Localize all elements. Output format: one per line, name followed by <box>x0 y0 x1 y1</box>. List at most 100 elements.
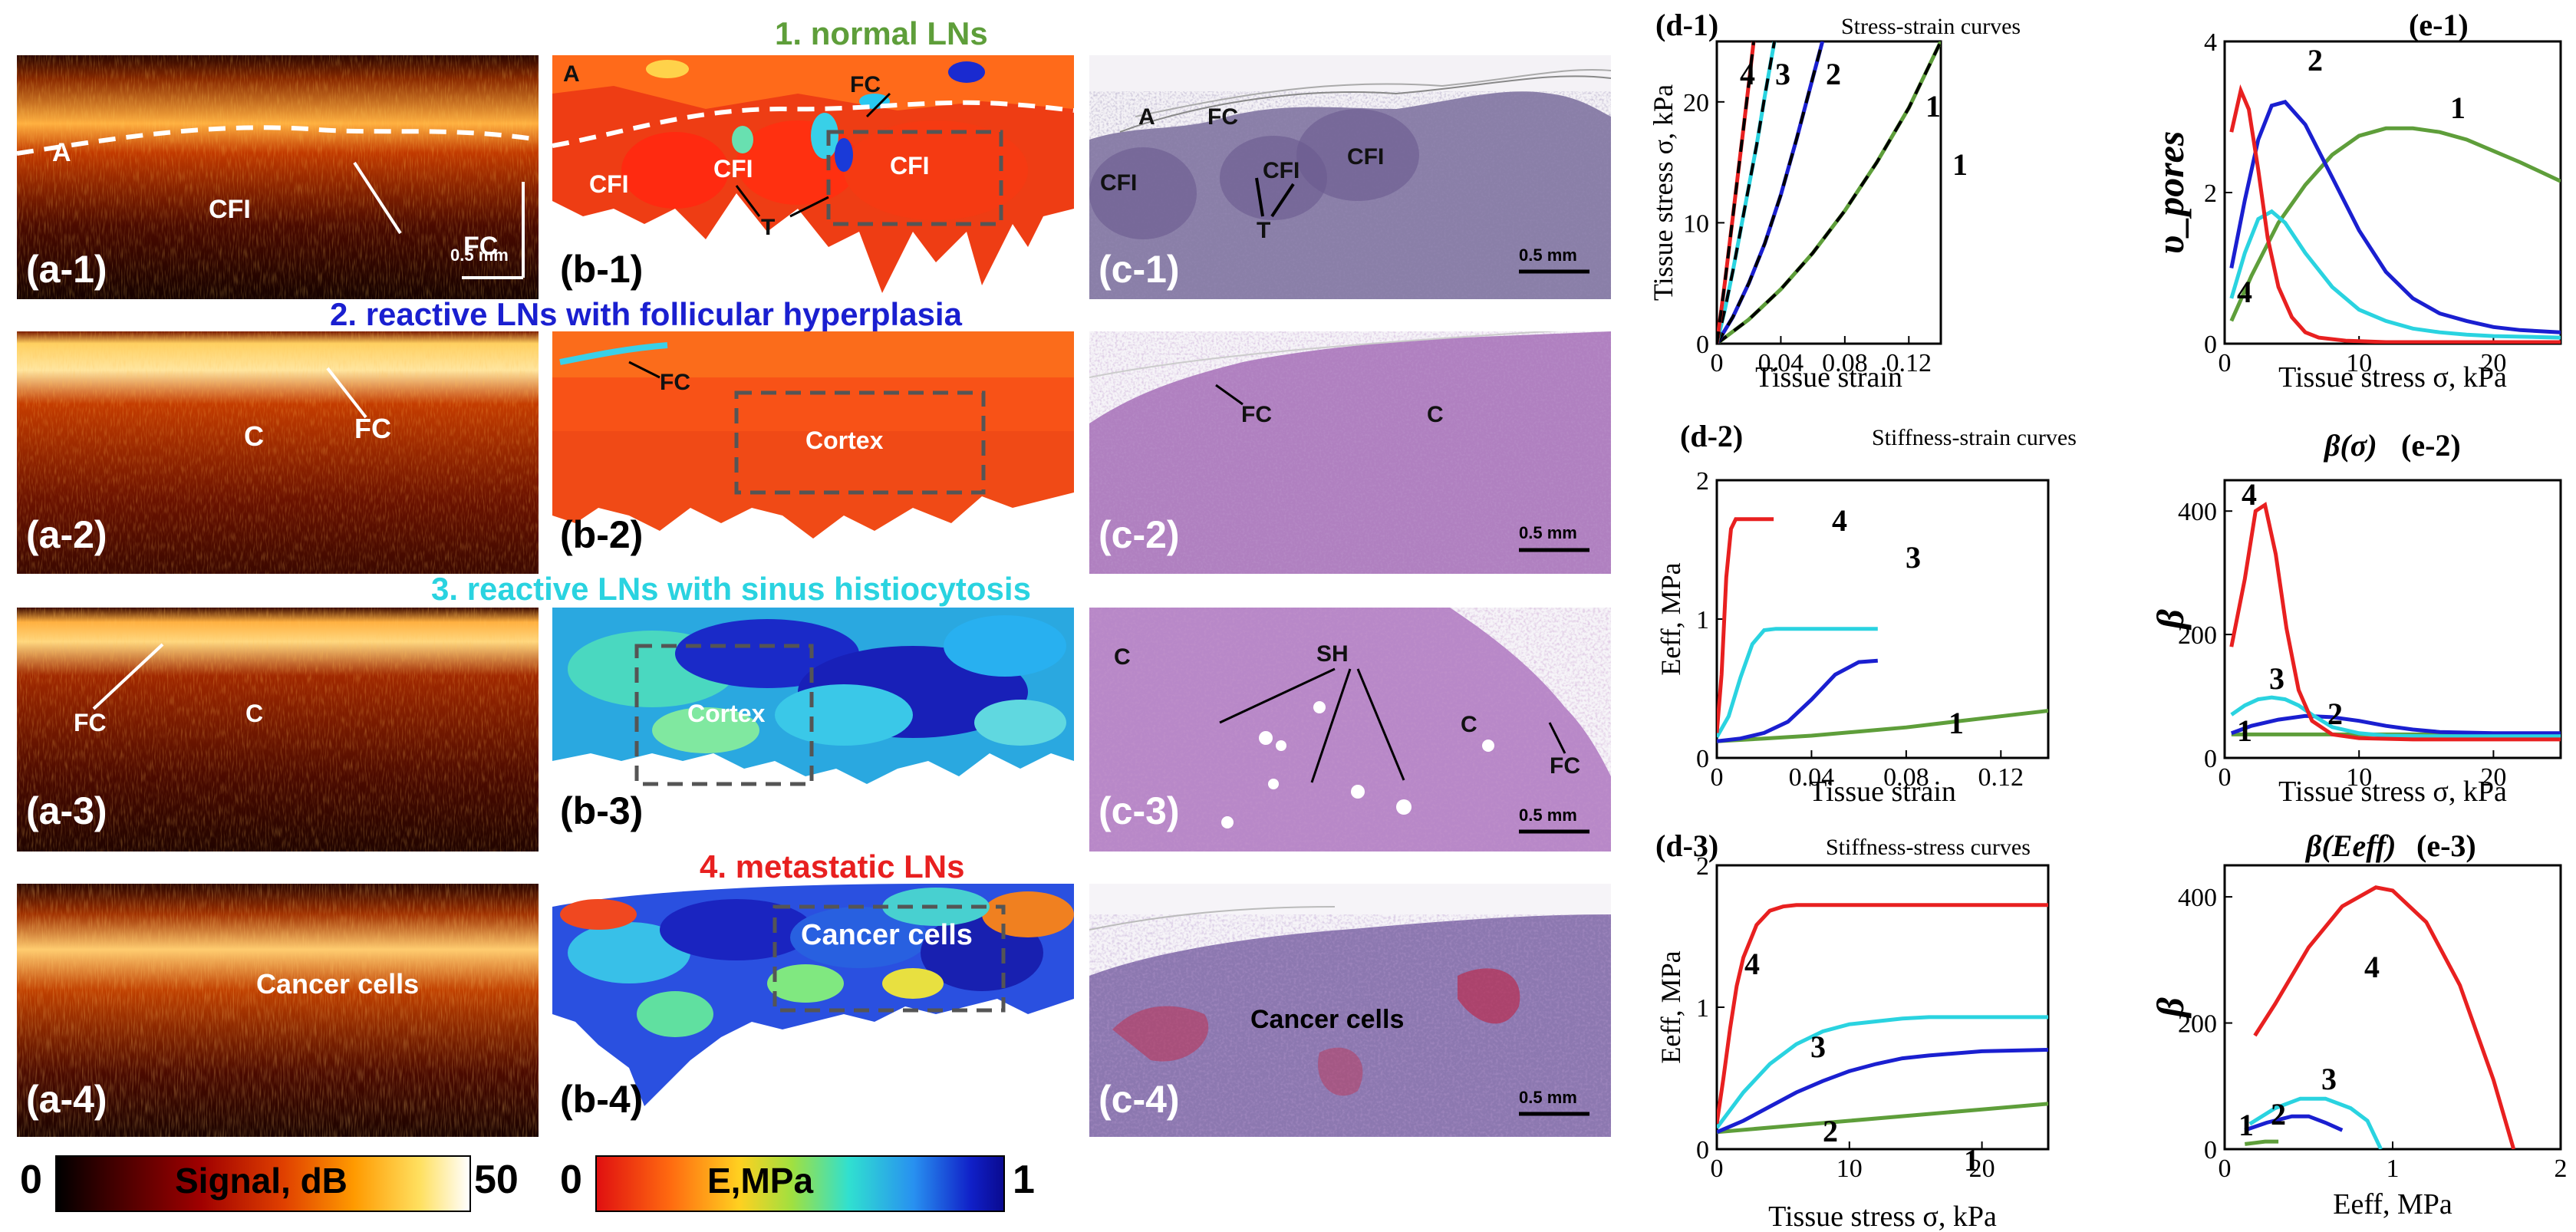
x-tick-label: 0.08 <box>1883 763 1929 792</box>
curve-label-2: 2 <box>2327 697 2343 731</box>
signal-colorbar-title: Signal, dB <box>175 1161 348 1201</box>
y-axis-label: Eeff, MPa <box>1655 950 1686 1063</box>
fit-line-4 <box>1717 41 1755 344</box>
x-tick-label: 0.08 <box>1822 349 1868 377</box>
x-tick-label: 0.04 <box>1758 349 1804 377</box>
y-tick-label: 1 <box>1696 994 1709 1023</box>
x-tick-label: 10 <box>2346 349 2372 377</box>
label-fc: FC <box>1550 753 1580 779</box>
panel-label-a1: (a-1) <box>26 248 107 291</box>
oct-panel-a4: Cancer cells (a-4) <box>17 884 539 1137</box>
series-line-2 <box>2244 1114 2344 1132</box>
panel-label: (e-3) <box>2416 828 2476 863</box>
label-t: T <box>761 215 776 240</box>
modulus-colorbar-min: 0 <box>560 1158 582 1202</box>
histo-panel-c3: C SH C FC 0.5 mm (c-3) <box>1089 608 1611 852</box>
panel-label-a3: (a-3) <box>26 789 107 832</box>
curve-label-3: 3 <box>1810 1029 1826 1064</box>
panel-label: (e-2) <box>2401 428 2461 463</box>
label-fc: FC <box>1241 402 1272 427</box>
panel-label: (d-2) <box>1680 419 1743 453</box>
curve-label-1: 1 <box>2237 713 2252 748</box>
arrow <box>353 161 402 235</box>
y-tick-label: 400 <box>2178 884 2217 912</box>
elasto-panel-b2: FC Cortex (b-2) <box>552 331 1074 574</box>
series-line-4 <box>1717 903 2048 1125</box>
chart-d1: 0 0.04 0.08 0.12 0 10 20 11 2 34 (d-1) Stress-strai… <box>1649 8 2021 394</box>
elasto-image-b1 <box>552 55 1074 293</box>
histo-image-c1 <box>1089 69 1611 299</box>
series-line-2 <box>2229 99 2561 334</box>
label-c: C <box>1461 712 1477 737</box>
elasto-panel-b3: Cortex (b-3) <box>552 608 1074 852</box>
modulus-colorbar-max: 1 <box>1013 1158 1035 1202</box>
series-line-3 <box>1717 627 1878 739</box>
curve-label-4: 4 <box>2237 275 2252 309</box>
oct-panel-a1: A CFI FC 0.5 mm (a-1) <box>17 55 539 299</box>
oct-panel-a3: FC C (a-3) <box>17 608 539 852</box>
curve-label-2: 2 <box>1826 57 1841 91</box>
scale-bar-label: 0.5 mm <box>450 245 509 265</box>
chart-d2: 0 0.04 0.08 0.12 0 1 2 1 3 4 (d-2) Stiffness-strain… <box>1655 419 2077 808</box>
y-tick-label: 4 <box>2204 28 2217 57</box>
x-tick-label: 20 <box>1969 1155 1995 1183</box>
y-tick-label: 0 <box>2204 331 2217 359</box>
series-line-3 <box>2230 695 2561 739</box>
panel-label: (e-1) <box>2409 8 2469 42</box>
label-c: C <box>245 700 264 727</box>
series-line-4 <box>2253 885 2516 1149</box>
group-title-metastatic: 4. metastatic LNs <box>700 848 965 884</box>
y-tick-label: 2 <box>1696 852 1709 881</box>
scale-bar-label: 0.5 mm <box>1519 1088 1577 1107</box>
curve-label-4: 4 <box>1832 503 1847 538</box>
panel-label-b2: (b-2) <box>560 513 644 556</box>
series-line-1 <box>1717 709 2048 743</box>
label-c: C <box>244 420 264 452</box>
label-cfi: CFI <box>589 170 629 198</box>
x-axis-label: Tissue stress σ, kPa <box>2278 361 2507 394</box>
series-line-4 <box>2229 84 2561 344</box>
y-tick-label: 10 <box>1683 209 1709 238</box>
oct-panel-a2: C FC (a-2) <box>17 331 539 574</box>
curve-label-1: 1 <box>1964 1143 1979 1178</box>
label-cortex: Cortex <box>805 427 884 454</box>
curve-label-1: 1 <box>2238 1108 2254 1142</box>
x-axis-label: Tissue stress σ, kPa <box>1768 1201 1997 1230</box>
chart-title: β(σ) <box>2323 428 2377 463</box>
modulus-colorbar <box>595 1155 1005 1212</box>
histo-panel-c1: A FC CFI CFI CFI T 0.5 mm (c-1) <box>1089 55 1611 299</box>
curve-label-2: 2 <box>2308 43 2323 77</box>
x-tick-label: 20 <box>2480 763 2506 792</box>
label-fc: FC <box>74 709 107 736</box>
curve-label-3: 3 <box>1775 57 1790 91</box>
y-tick-label: 200 <box>2178 1010 2217 1039</box>
label-fc: FC <box>850 72 881 97</box>
label-cancer-cells: Cancer cells <box>256 968 420 1000</box>
x-axis-label: Tissue strain <box>1809 776 1956 808</box>
signal-colorbar-min: 0 <box>20 1158 42 1202</box>
label-fc: FC <box>463 232 499 261</box>
oct-image-a1 <box>17 55 539 299</box>
x-tick-label: 0.04 <box>1789 763 1835 792</box>
y-tick-label: 0 <box>2204 745 2217 773</box>
curve-label-3: 3 <box>2321 1062 2337 1096</box>
histo-panel-c4: Cancer cells 0.5 mm (c-4) <box>1089 884 1611 1137</box>
y-axis-label: υ_pores <box>2149 131 2192 255</box>
label-a: A <box>1138 104 1155 130</box>
x-tick-label: 0.12 <box>1886 349 1932 377</box>
x-tick-label: 2 <box>2555 1155 2568 1183</box>
x-tick-label: 0 <box>2219 1155 2232 1183</box>
x-axis-label: Tissue stress σ, kPa <box>2278 776 2507 808</box>
label-cortex: Cortex <box>687 700 766 727</box>
panel-label: (d-3) <box>1655 828 1718 863</box>
label-cfi: CFI <box>1347 144 1385 170</box>
label-c: C <box>1114 644 1131 670</box>
label-cfi: CFI <box>890 152 930 180</box>
chart-e1: 0 10 20 0 2 4 1 2 4 (e-1) Tissue stress σ, kPa υ_po… <box>2149 8 2562 394</box>
scale-bar-label: 0.5 mm <box>1519 523 1577 542</box>
scale-bar-label: 0.5 mm <box>1519 805 1577 825</box>
x-tick-label: 0.12 <box>1978 763 2024 792</box>
x-tick-label: 20 <box>2480 349 2506 377</box>
panel-label-b4: (b-4) <box>560 1078 644 1121</box>
